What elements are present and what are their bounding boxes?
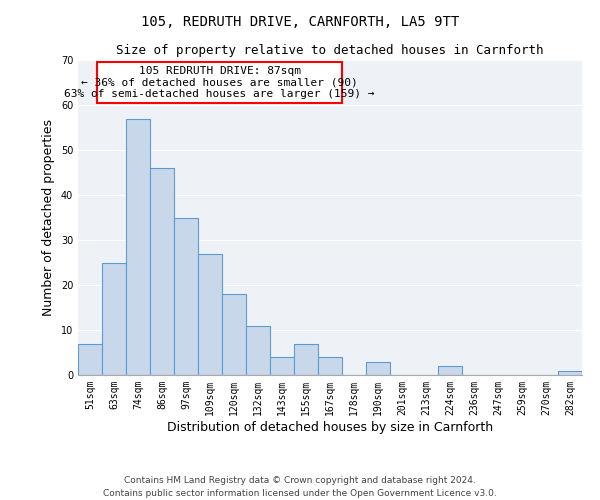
Text: ← 36% of detached houses are smaller (90): ← 36% of detached houses are smaller (90… (81, 78, 358, 88)
Text: 105 REDRUTH DRIVE: 87sqm: 105 REDRUTH DRIVE: 87sqm (139, 66, 301, 76)
Bar (270, 357, 294, 375)
Bar (78, 344, 102, 375)
Bar (126, 118, 150, 375)
X-axis label: Distribution of detached houses by size in Carnforth: Distribution of detached houses by size … (167, 420, 493, 434)
Bar (558, 370, 582, 375)
Bar (150, 168, 174, 375)
Text: 105, REDRUTH DRIVE, CARNFORTH, LA5 9TT: 105, REDRUTH DRIVE, CARNFORTH, LA5 9TT (141, 15, 459, 29)
Bar (438, 366, 462, 375)
Bar (102, 262, 126, 375)
Title: Size of property relative to detached houses in Carnforth: Size of property relative to detached ho… (116, 44, 544, 58)
Bar (318, 357, 342, 375)
Y-axis label: Number of detached properties: Number of detached properties (42, 119, 55, 316)
Bar (198, 254, 222, 375)
Bar (174, 218, 198, 375)
Bar (222, 294, 246, 375)
Text: 63% of semi-detached houses are larger (159) →: 63% of semi-detached houses are larger (… (64, 89, 375, 99)
Bar (294, 344, 318, 375)
Bar (366, 362, 390, 375)
Text: Contains HM Land Registry data © Crown copyright and database right 2024.
Contai: Contains HM Land Registry data © Crown c… (103, 476, 497, 498)
FancyBboxPatch shape (97, 62, 342, 103)
Bar (246, 326, 270, 375)
